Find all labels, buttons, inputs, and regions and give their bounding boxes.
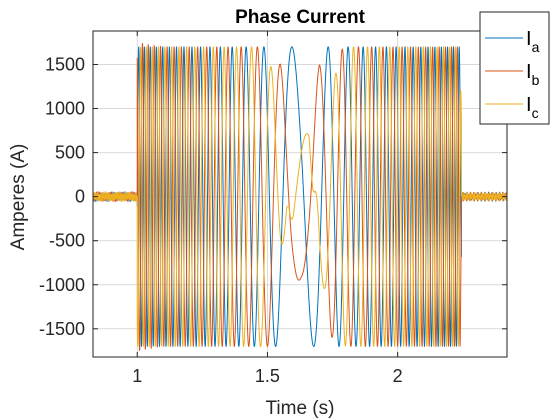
y-tick-label: -500: [49, 231, 85, 251]
y-tick-label: 1500: [45, 54, 85, 74]
y-tick-label: 500: [55, 143, 85, 163]
legend-subscript-b: b: [532, 72, 540, 88]
plot-frame: [92, 30, 508, 358]
y-tick-label: 0: [75, 187, 85, 207]
chart-title: Phase Current: [235, 7, 366, 28]
x-axis-label: Time (s): [266, 398, 335, 419]
y-tick-label: -1000: [39, 275, 85, 295]
legend-subscript-c: c: [532, 105, 539, 121]
x-tick-label: 2: [393, 366, 403, 386]
y-tick-label: 1000: [45, 99, 85, 119]
y-axis-label: Amperes (A): [8, 144, 29, 251]
series-line-a: [92, 46, 508, 347]
x-tick-label: 1.5: [255, 366, 280, 386]
x-tick-label: 1: [132, 366, 142, 386]
plot-layer: [92, 42, 508, 351]
legend-subscript-a: a: [532, 39, 540, 55]
axis-layer: 1 1.5 2 1500 1000 500 0 -500 -1000 -1500: [39, 30, 508, 386]
legend-box: [479, 11, 550, 125]
series-line-c: [92, 46, 508, 347]
y-tick-label: -1500: [39, 319, 85, 339]
